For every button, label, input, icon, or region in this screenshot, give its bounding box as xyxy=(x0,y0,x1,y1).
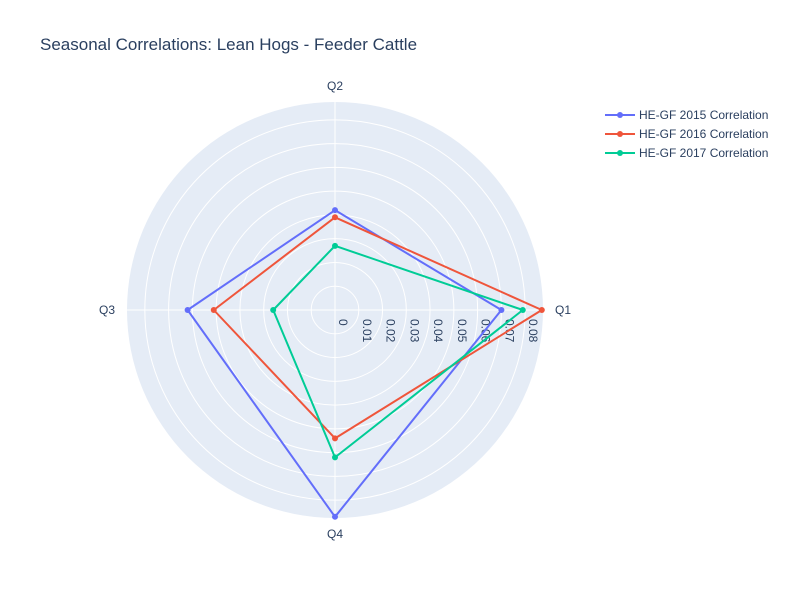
data-point[interactable] xyxy=(538,307,545,313)
legend-item[interactable]: HE-GF 2015 Correlation xyxy=(605,108,768,122)
series-1 xyxy=(184,207,505,520)
radial-tick-label: 0.05 xyxy=(455,319,469,343)
legend-label: HE-GF 2016 Correlation xyxy=(639,127,768,141)
data-point[interactable] xyxy=(332,207,338,214)
radial-tick-label: 0.04 xyxy=(431,319,445,343)
data-point[interactable] xyxy=(332,435,338,442)
data-point[interactable] xyxy=(519,307,526,313)
legend-label: HE-GF 2015 Correlation xyxy=(639,108,768,122)
series-2 xyxy=(210,214,545,442)
angular-axis-label-q2: Q2 xyxy=(327,79,343,93)
angular-axis-label-q4: Q4 xyxy=(327,527,343,541)
data-point[interactable] xyxy=(332,242,338,249)
data-point[interactable] xyxy=(210,307,217,313)
legend-marker xyxy=(617,112,623,118)
angular-axis-label-q3: Q3 xyxy=(99,303,115,317)
angular-grid xyxy=(127,102,543,518)
data-point[interactable] xyxy=(498,307,505,313)
data-point[interactable] xyxy=(270,307,277,313)
legend-item[interactable]: HE-GF 2016 Correlation xyxy=(605,127,768,141)
legend-marker xyxy=(617,131,623,137)
angular-axis-label-q1: Q1 xyxy=(555,303,571,317)
legend: HE-GF 2015 Correlation HE-GF 2016 Correla… xyxy=(605,108,768,160)
radial-tick-label: 0.03 xyxy=(407,319,421,343)
angular-axis-labels: Q1 Q2 Q3 Q4 xyxy=(99,79,571,541)
data-point[interactable] xyxy=(332,513,338,520)
chart-title: Seasonal Correlations: Lean Hogs - Feede… xyxy=(40,35,417,54)
data-point[interactable] xyxy=(332,214,338,221)
radial-tick-label: 0 xyxy=(336,319,350,326)
data-point[interactable] xyxy=(184,307,191,313)
radial-tick-label: 0.02 xyxy=(384,319,398,343)
legend-item[interactable]: HE-GF 2017 Correlation xyxy=(605,146,768,160)
radial-tick-label: 0.01 xyxy=(360,319,374,343)
legend-label: HE-GF 2017 Correlation xyxy=(639,146,768,160)
series-layer xyxy=(184,207,545,520)
radial-tick-label: 0.08 xyxy=(526,319,540,343)
series-3 xyxy=(270,242,526,461)
radial-tick-labels: 0 0.01 0.02 0.03 0.04 0.05 0.06 0.07 0.08 xyxy=(336,319,540,343)
legend-marker xyxy=(617,150,623,156)
data-point[interactable] xyxy=(332,454,338,461)
